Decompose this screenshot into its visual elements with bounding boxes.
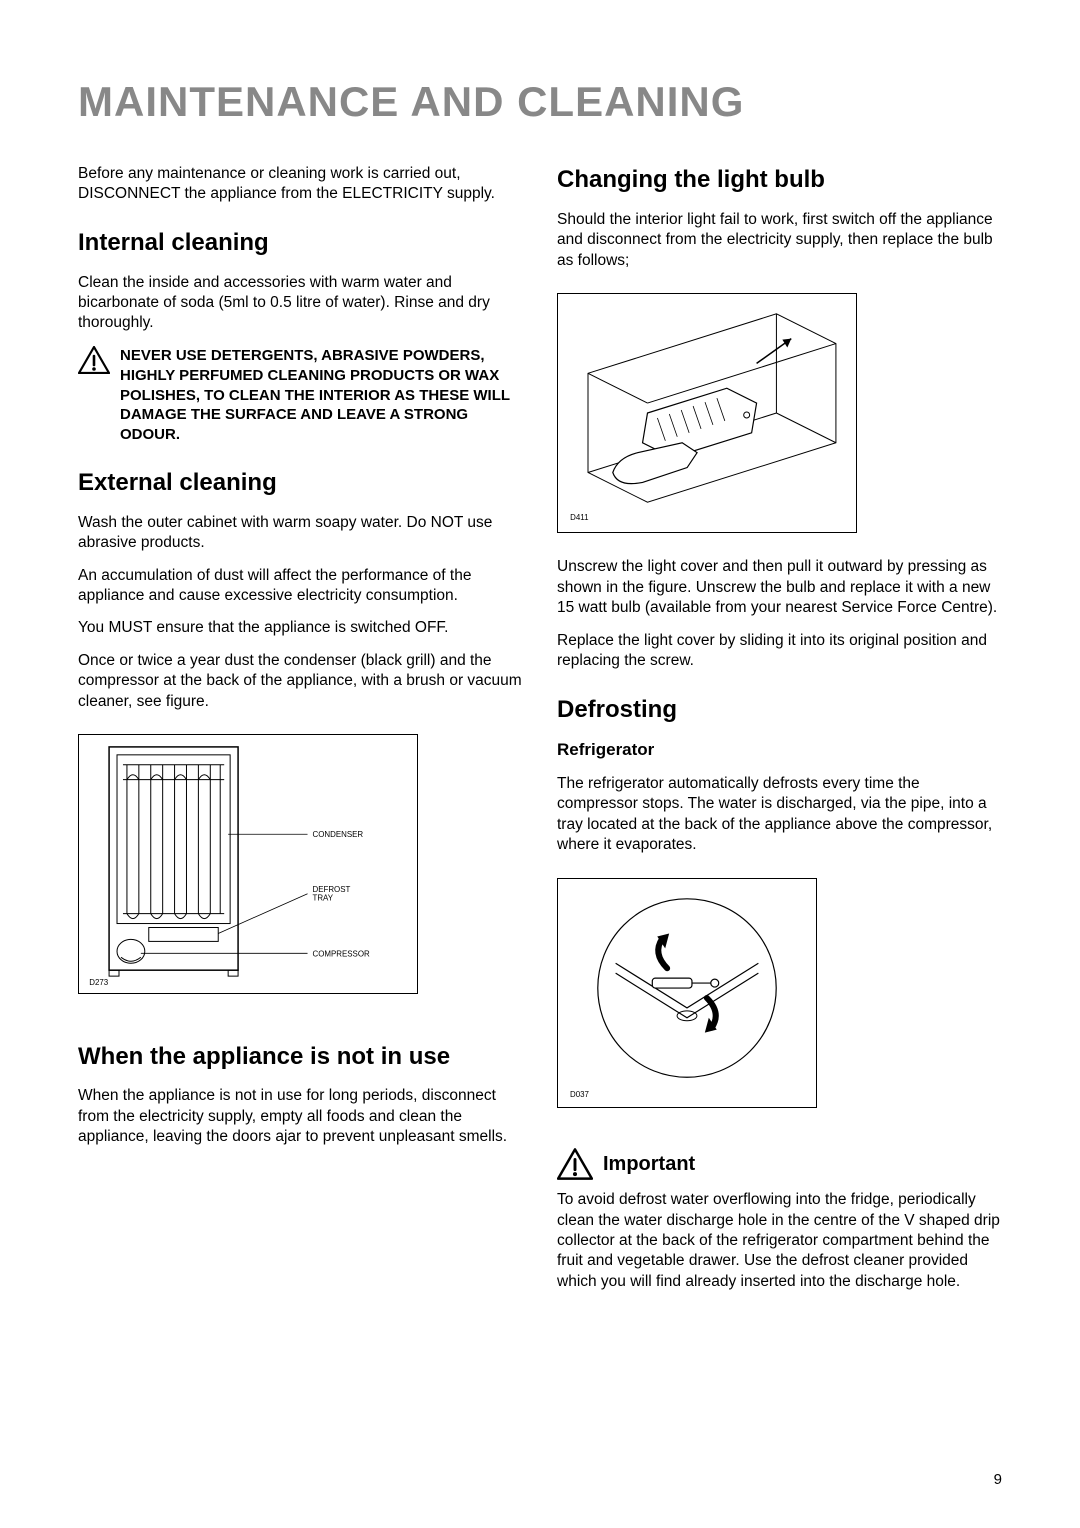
defrost-p1: The refrigerator automatically defrosts … <box>557 774 1002 856</box>
intro-paragraph: Before any maintenance or cleaning work … <box>78 164 523 205</box>
label-defrost-1: DEFROST <box>313 885 351 894</box>
defrost-heading: Defrosting <box>557 694 1002 726</box>
notinuse-heading: When the appliance is not in use <box>78 1041 523 1073</box>
diagram-code-d411: D411 <box>570 513 589 522</box>
diagram-code-d037: D037 <box>570 1090 589 1099</box>
diagram-code-d273: D273 <box>89 978 109 987</box>
external-p3: You MUST ensure that the appliance is sw… <box>78 618 523 638</box>
right-column: Changing the light bulb Should the inter… <box>557 164 1002 1304</box>
bulb-p3: Replace the light cover by sliding it in… <box>557 631 1002 672</box>
external-p1: Wash the outer cabinet with warm soapy w… <box>78 513 523 554</box>
important-label: Important <box>603 1151 695 1177</box>
important-text: To avoid defrost water overflowing into … <box>557 1190 1002 1292</box>
bulb-p1: Should the interior light fail to work, … <box>557 210 1002 271</box>
internal-cleaning-p1: Clean the inside and accessories with wa… <box>78 273 523 334</box>
external-p4: Once or twice a year dust the condenser … <box>78 651 523 712</box>
internal-warning: NEVER USE DETERGENTS, ABRASIVE POWDERS, … <box>78 346 523 445</box>
important-row: Important <box>557 1148 1002 1180</box>
external-cleaning-heading: External cleaning <box>78 467 523 499</box>
important-warning-icon <box>557 1148 593 1180</box>
bulb-heading: Changing the light bulb <box>557 164 1002 196</box>
page-title: MAINTENANCE AND CLEANING <box>78 78 1002 126</box>
notinuse-p1: When the appliance is not in use for lon… <box>78 1086 523 1147</box>
defrost-sub: Refrigerator <box>557 739 1002 761</box>
bulb-p2: Unscrew the light cover and then pull it… <box>557 557 1002 618</box>
internal-cleaning-heading: Internal cleaning <box>78 227 523 259</box>
label-defrost-2: TRAY <box>313 894 334 903</box>
internal-warning-text: NEVER USE DETERGENTS, ABRASIVE POWDERS, … <box>120 346 523 445</box>
page-number: 9 <box>994 1471 1002 1488</box>
label-compressor: COMPRESSOR <box>313 950 370 959</box>
condenser-diagram: CONDENSER DEFROST TRAY COMPRESSOR D273 <box>78 734 418 994</box>
external-p2: An accumulation of dust will affect the … <box>78 566 523 607</box>
warning-icon <box>78 346 110 374</box>
bulb-diagram: D411 <box>557 293 857 533</box>
defrost-diagram: D037 <box>557 878 817 1108</box>
label-condenser: CONDENSER <box>313 830 364 839</box>
left-column: Before any maintenance or cleaning work … <box>78 164 523 1304</box>
content-columns: Before any maintenance or cleaning work … <box>78 164 1002 1304</box>
